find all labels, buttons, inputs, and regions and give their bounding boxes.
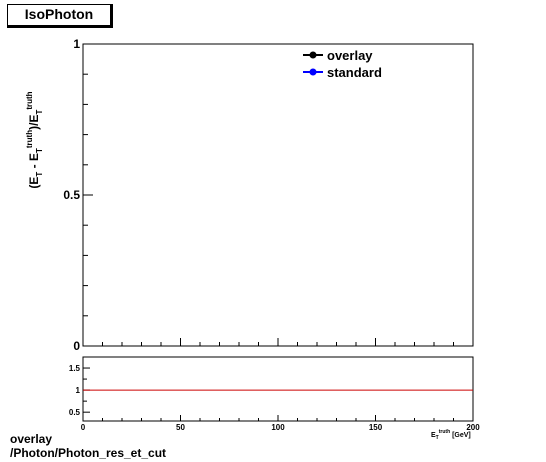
legend-marker-overlay bbox=[309, 51, 317, 59]
ratio-y-tick-label: 0.5 bbox=[69, 408, 81, 417]
main-y-tick-label: 1 bbox=[73, 37, 80, 51]
ratio-x-tick-label: 50 bbox=[176, 423, 185, 432]
ratio-x-axis-label: ETtruth [GeV] bbox=[431, 429, 471, 441]
legend-marker-standard bbox=[309, 68, 317, 76]
ratio-x-tick-label: 150 bbox=[369, 423, 383, 432]
ratio-y-tick-label: 1.5 bbox=[69, 364, 81, 373]
ratio-y-tick-label: 1 bbox=[76, 386, 81, 395]
title-box: IsoPhoton bbox=[7, 4, 113, 28]
main-y-tick-label: 0.5 bbox=[63, 188, 80, 202]
legend-label-standard: standard bbox=[327, 65, 382, 80]
ratio-x-tick-label: 100 bbox=[271, 423, 285, 432]
footer-path: /Photon/Photon_res_et_cut bbox=[10, 446, 167, 460]
ratio-x-tick-label: 0 bbox=[81, 423, 86, 432]
ratio-plot-frame bbox=[82, 356, 474, 422]
legend-label-overlay: overlay bbox=[327, 48, 373, 63]
ratio-x-tick-label: 200 bbox=[466, 423, 480, 432]
main-y-tick-label: 0 bbox=[73, 339, 80, 353]
plot-title: IsoPhoton bbox=[24, 6, 94, 22]
footer-label: overlay bbox=[10, 432, 53, 446]
main-y-axis-label: (ET - ETtruth)/ETtruth bbox=[25, 91, 44, 188]
main-plot-frame bbox=[82, 43, 474, 347]
